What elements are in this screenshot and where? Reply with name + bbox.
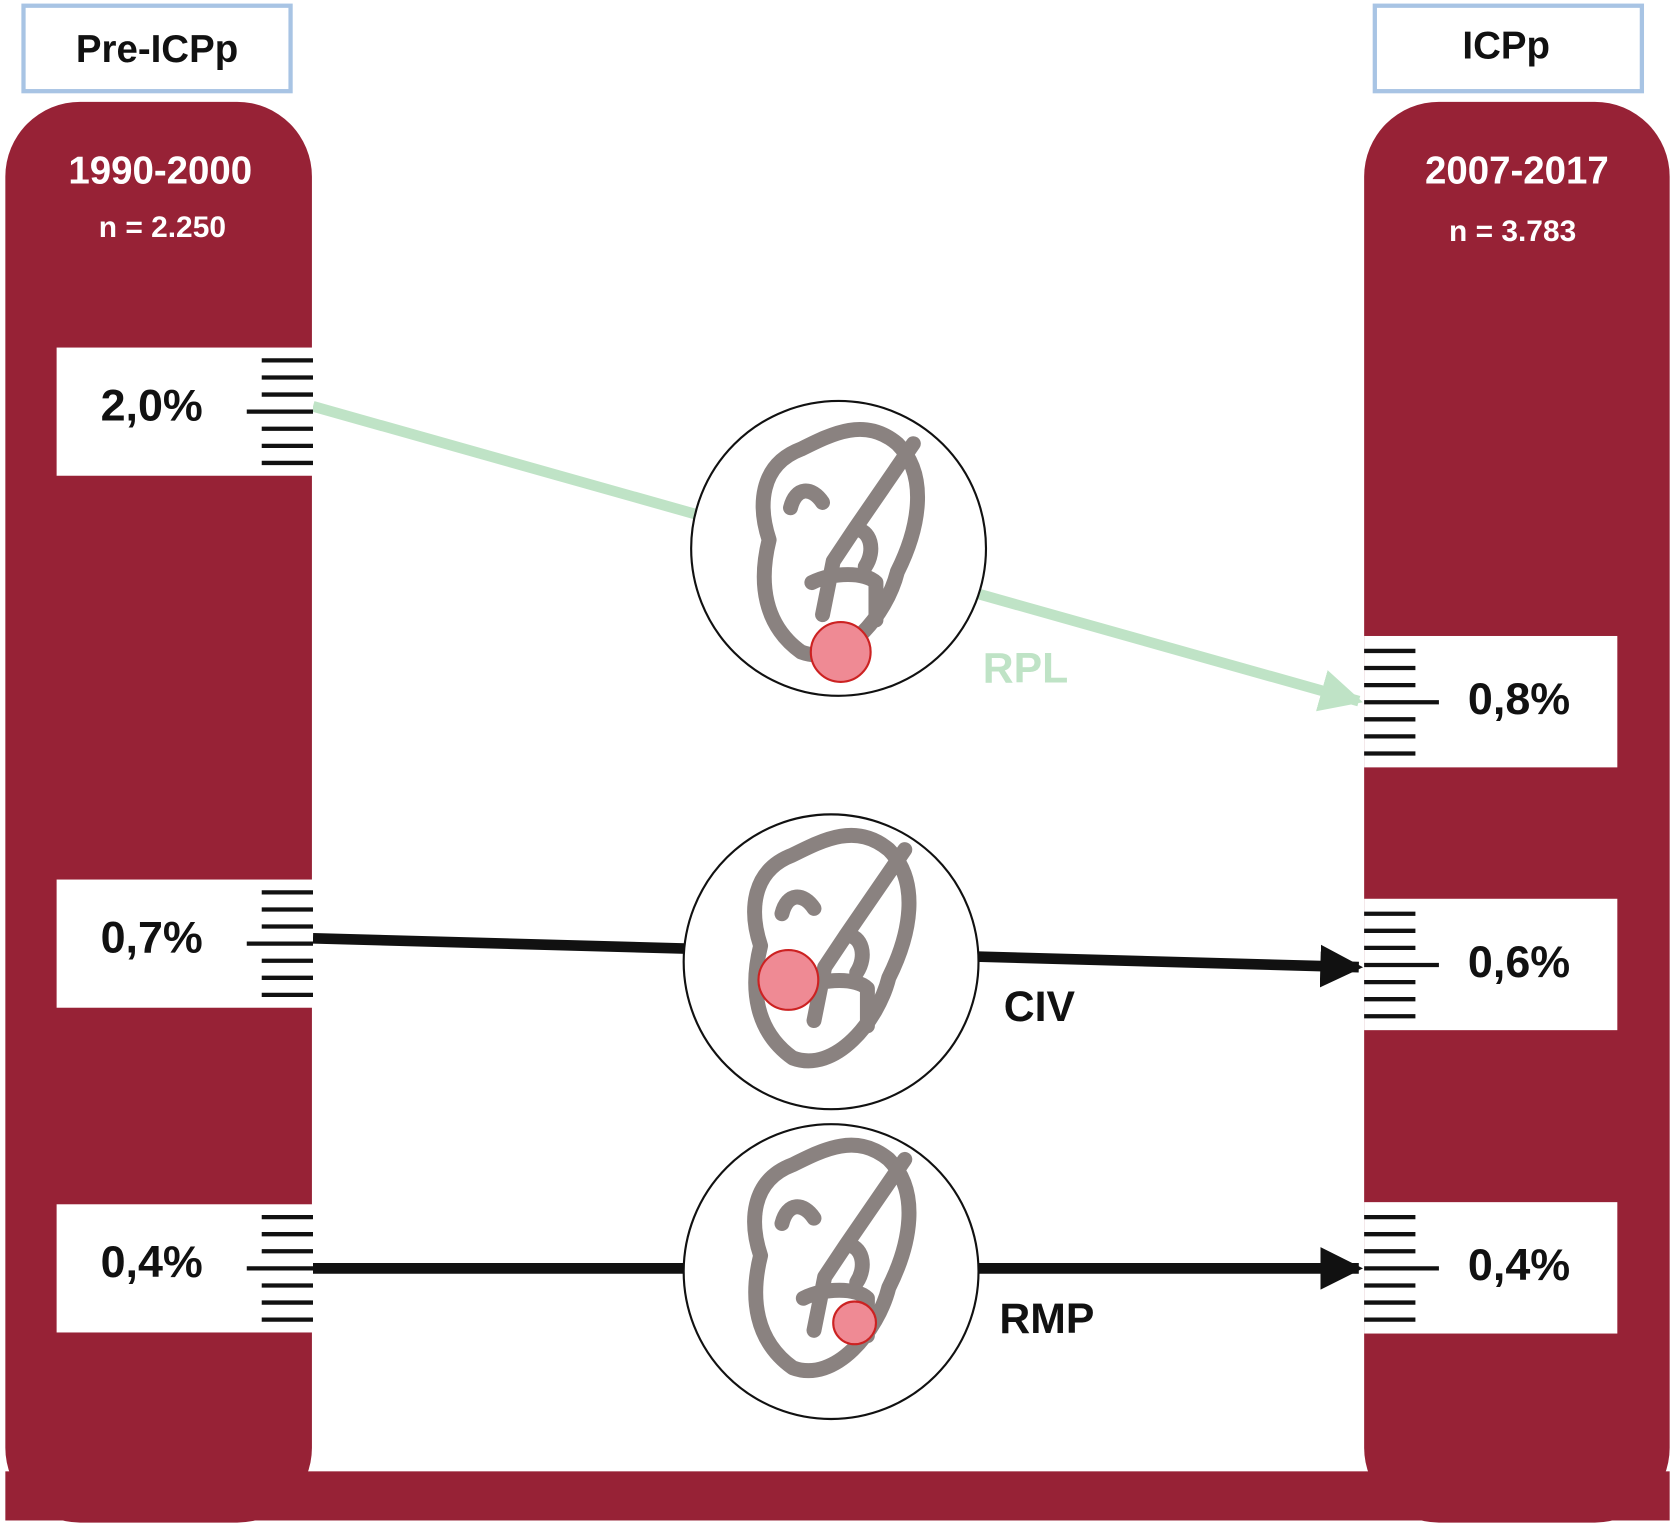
value-before: 2,0% xyxy=(101,379,203,430)
period-years: 1990-2000 xyxy=(68,150,252,193)
heart-icon xyxy=(682,813,980,1111)
scale-ticks xyxy=(246,358,313,466)
scale-ticks xyxy=(246,1214,313,1322)
value-after: 0,4% xyxy=(1468,1239,1570,1290)
heart-icon xyxy=(690,399,988,697)
header-box xyxy=(1372,3,1645,94)
header-left: Pre-ICPp xyxy=(76,28,238,71)
value-after: 0,6% xyxy=(1468,936,1570,987)
right-pillar xyxy=(1364,101,1670,1523)
heart-icon xyxy=(682,1123,980,1421)
period-n: n = 3.783 xyxy=(1449,215,1576,248)
period-n: n = 2.250 xyxy=(99,211,226,244)
scale-ticks xyxy=(1364,911,1439,1019)
period-years: 2007-2017 xyxy=(1425,150,1609,193)
scale-ticks xyxy=(1364,1214,1439,1322)
value-before: 0,4% xyxy=(101,1236,203,1287)
header-right: ICPp xyxy=(1462,25,1550,68)
scale-ticks xyxy=(1364,648,1439,756)
base xyxy=(5,1471,1670,1521)
value-after: 0,8% xyxy=(1468,673,1570,724)
scale-ticks xyxy=(246,890,313,998)
value-before: 0,7% xyxy=(101,911,203,962)
row-label: RPL xyxy=(983,645,1068,693)
row-label: CIV xyxy=(1004,983,1076,1031)
row-label: RMP xyxy=(999,1295,1094,1343)
header-box xyxy=(21,3,293,94)
